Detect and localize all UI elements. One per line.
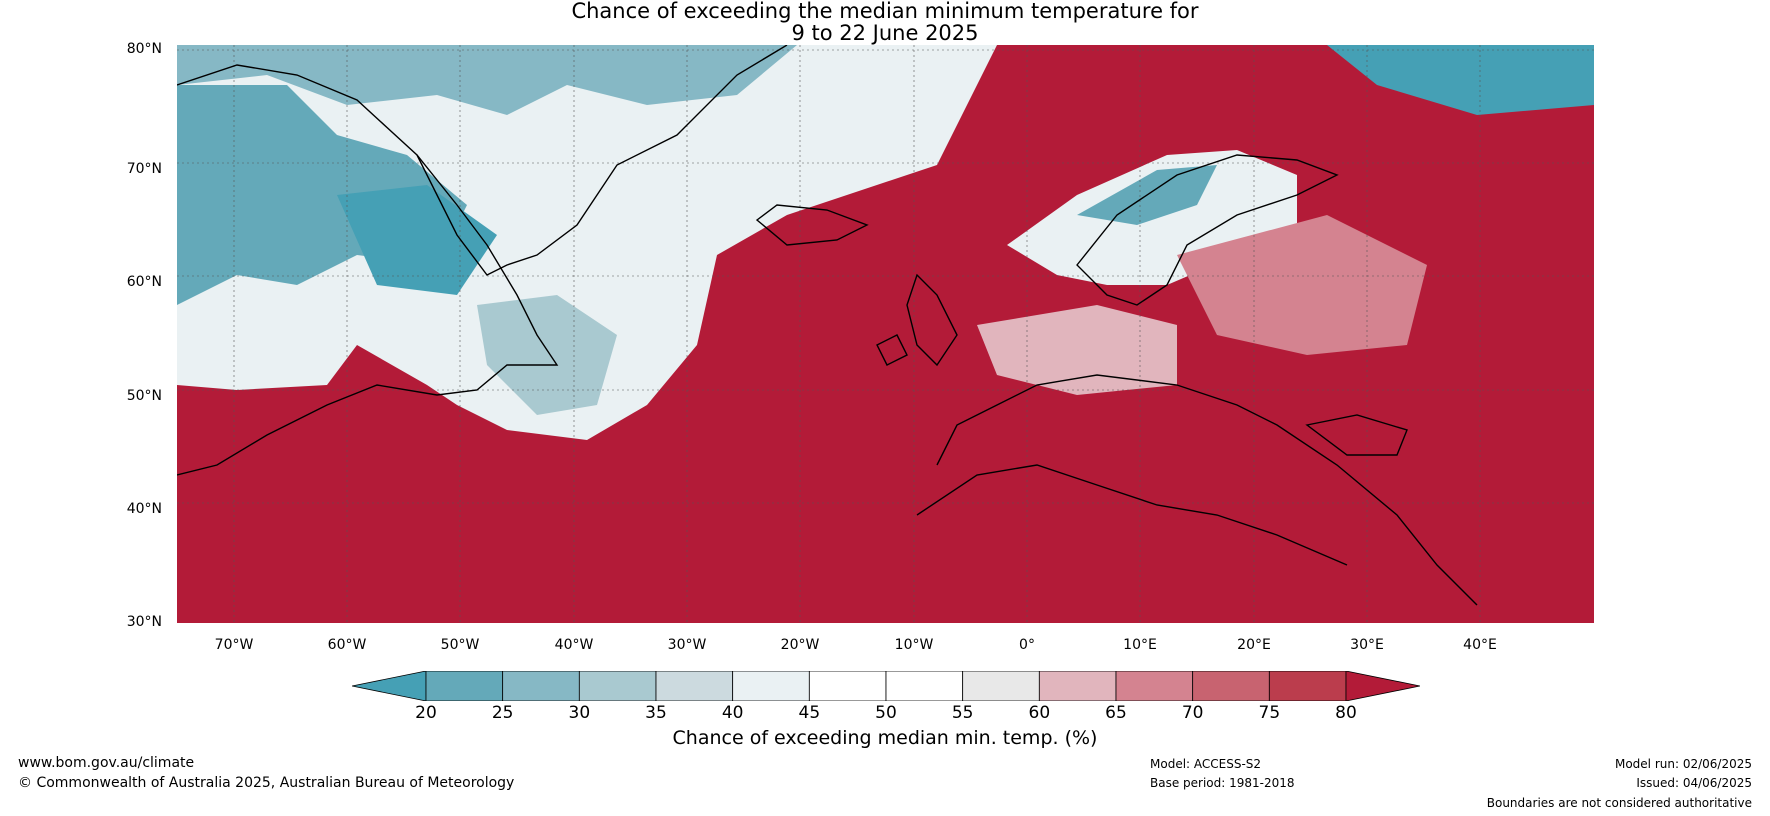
colorbar-tick-label: 25	[491, 703, 514, 723]
chart-title-line1: Chance of exceeding the median minimum t…	[571, 0, 1199, 23]
lon-label-10e: 10°E	[1123, 637, 1157, 653]
colorbar-tick-label: 30	[568, 703, 591, 723]
lon-label-30w: 30°W	[667, 637, 707, 653]
lat-label-30n: 30°N	[126, 614, 162, 630]
region-low-labrador-sea	[337, 185, 497, 295]
lon-label-50w: 50°W	[440, 637, 480, 653]
map-panel	[177, 45, 1594, 623]
region-low-chance-northwest	[177, 45, 997, 440]
colorbar-cell	[578, 671, 657, 701]
colorbar-cell	[425, 671, 504, 701]
colorbar-tick-label: 35	[645, 703, 667, 723]
colorbar-cell	[655, 671, 734, 701]
colorbar-cell	[885, 671, 964, 701]
colorbar-tick-label: 60	[1028, 703, 1051, 723]
colorbar-tick-label: 80	[1335, 703, 1357, 723]
lat-label-50n: 50°N	[126, 388, 162, 404]
colorbar-tick-label: 70	[1181, 703, 1204, 723]
footer-model: Model: ACCESS-S2	[1150, 757, 1262, 771]
lat-label-80n: 80°N	[126, 41, 162, 57]
footer-issued: Issued: 04/06/2025	[1636, 776, 1752, 790]
colorbar-tick-label: 45	[798, 703, 821, 723]
region-low-arctic-east	[1327, 45, 1594, 115]
colorbar	[352, 671, 1420, 701]
lon-label-60w: 60°W	[327, 637, 367, 653]
colorbar-cell	[1115, 671, 1194, 701]
colorbar-tick-label: 50	[875, 703, 897, 723]
colorbar-tick-label: 55	[951, 703, 974, 723]
colorbar-tick-label: 75	[1258, 703, 1281, 723]
lon-label-20w: 20°W	[780, 637, 820, 653]
colorbar-cell	[1038, 671, 1117, 701]
footer-copyright: © Commonwealth of Australia 2025, Austra…	[18, 775, 515, 791]
lon-label-30e: 30°E	[1350, 637, 1384, 653]
map-gridlines	[177, 45, 1594, 623]
region-low-arctic	[177, 45, 797, 115]
lon-label-20e: 20°E	[1237, 637, 1271, 653]
colorbar-tick-label: 20	[415, 703, 437, 723]
lon-label-0: 0°	[1019, 637, 1035, 653]
colorbar-cell	[1192, 671, 1270, 701]
colorbar-cell	[502, 671, 580, 701]
lat-label-60n: 60°N	[126, 274, 162, 290]
lon-label-70w: 70°W	[214, 637, 254, 653]
coastlines	[177, 45, 1478, 606]
footer-disclaimer: Boundaries are not considered authoritat…	[1486, 796, 1752, 810]
lon-label-10w: 10°W	[894, 637, 934, 653]
footer-base-period: Base period: 1981-2018	[1150, 776, 1295, 790]
colorbar-arrow-low	[352, 671, 427, 701]
forecast-map	[177, 45, 1594, 623]
footer-model-run: Model run: 02/06/2025	[1614, 757, 1752, 771]
lon-label-40e: 40°E	[1463, 637, 1497, 653]
region-russia-pink	[1177, 215, 1427, 355]
colorbar-cell	[1268, 671, 1347, 701]
lat-label-70n: 70°N	[126, 161, 162, 177]
colorbar-cell	[962, 671, 1040, 701]
colorbar-cell	[732, 671, 810, 701]
colorbar-tick-label: 65	[1105, 703, 1127, 723]
lon-label-40w: 40°W	[554, 637, 594, 653]
footer-website: www.bom.gov.au/climate	[18, 755, 195, 771]
lat-label-40n: 40°N	[126, 501, 162, 517]
colorbar-tick-label: 40	[721, 703, 744, 723]
region-low-atlantic-patch	[477, 295, 617, 415]
colorbar-arrow-high	[1345, 671, 1420, 701]
region-europe-light	[977, 305, 1177, 395]
colorbar-label: Chance of exceeding median min. temp. (%…	[672, 727, 1098, 749]
colorbar-cell	[808, 671, 887, 701]
chart-title-line2: 9 to 22 June 2025	[791, 21, 979, 45]
